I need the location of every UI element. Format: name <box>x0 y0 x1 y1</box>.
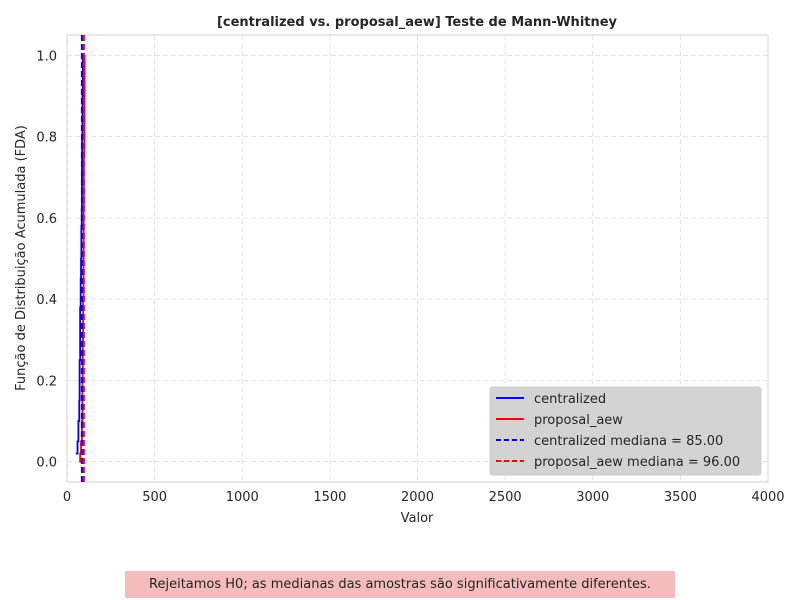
legend-label: proposal_aew mediana = 96.00 <box>534 455 740 470</box>
x-tick-label: 4000 <box>751 490 784 505</box>
legend: centralized proposal_aew centralized media… <box>489 386 762 476</box>
conclusion-text: Rejeitamos H0; as medianas das amostras … <box>149 577 651 592</box>
x-tick-label: 500 <box>142 490 167 505</box>
y-tick-labels: 0.0 0.2 0.4 0.6 0.8 1.0 <box>36 49 57 470</box>
legend-label: proposal_aew <box>534 413 623 428</box>
legend-box <box>489 386 762 476</box>
x-tick-labels: 0 500 1000 1500 2000 2500 3000 3500 4000 <box>63 490 785 505</box>
y-tick-label: 0.2 <box>36 374 57 389</box>
x-tick-label: 3500 <box>664 490 697 505</box>
x-tick-label: 0 <box>63 490 71 505</box>
chart-title: [centralized vs. proposal_aew] Teste de … <box>217 15 618 30</box>
x-tick-label: 2000 <box>401 490 434 505</box>
x-tick-label: 3000 <box>576 490 609 505</box>
x-axis-label: Valor <box>401 511 434 526</box>
grid <box>66 35 769 482</box>
conclusion-box: Rejeitamos H0; as medianas das amostras … <box>125 571 675 598</box>
y-tick-label: 1.0 <box>36 49 57 64</box>
y-tick-label: 0.0 <box>36 456 57 471</box>
x-tick-label: 1500 <box>313 490 346 505</box>
x-tick-label: 1000 <box>226 490 259 505</box>
median-lines <box>80 35 85 482</box>
y-tick-label: 0.6 <box>36 212 57 227</box>
x-tick-label: 2500 <box>489 490 522 505</box>
y-axis-label: Função de Distribuição Acumulada (FDA) <box>14 125 29 391</box>
legend-label: centralized mediana = 85.00 <box>534 434 723 449</box>
y-tick-label: 0.4 <box>36 293 57 308</box>
legend-label: centralized <box>534 392 606 407</box>
y-tick-label: 0.8 <box>36 131 57 146</box>
